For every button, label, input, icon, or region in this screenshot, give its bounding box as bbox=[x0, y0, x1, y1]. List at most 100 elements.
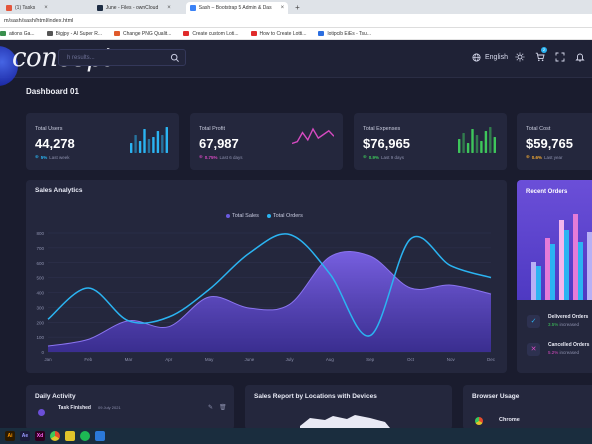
x-tick-label: July bbox=[286, 357, 295, 362]
sparkline-bar bbox=[462, 133, 465, 153]
stat-label: Total Expenses bbox=[363, 126, 401, 132]
check-icon: ✓ bbox=[527, 315, 540, 328]
sparkline-bar bbox=[471, 129, 474, 153]
bookmark-item[interactable]: lotipcib EiEs - Tsu... bbox=[318, 31, 371, 37]
order-change-percent: 5.2% bbox=[548, 350, 559, 355]
bookmark-item[interactable]: How to Create Lotti... bbox=[250, 30, 307, 37]
sparkline-bar bbox=[130, 143, 133, 153]
close-icon[interactable]: × bbox=[44, 5, 48, 11]
card-title: Daily Activity bbox=[35, 393, 76, 400]
file-explorer-icon[interactable] bbox=[65, 431, 75, 441]
app-icon[interactable] bbox=[95, 431, 105, 441]
order-stat-name: Delivered Orders bbox=[548, 314, 589, 320]
bookmark-favicon-icon bbox=[46, 31, 53, 36]
sparkline-bar bbox=[484, 131, 488, 153]
sparkline-bar bbox=[152, 137, 155, 153]
legend-item-total-sales[interactable]: Total Sales bbox=[226, 213, 259, 219]
stat-card-total-expenses: Total Expenses $76,965 ⊕ 0.9% Last 9 day… bbox=[354, 113, 507, 170]
tasks-favicon-icon bbox=[6, 5, 12, 11]
close-icon[interactable]: × bbox=[167, 5, 171, 11]
sales-report-card: Sales Report by Locations with Devices bbox=[245, 385, 452, 430]
sparkline-bar bbox=[480, 141, 483, 153]
youtube-favicon-icon bbox=[183, 31, 190, 36]
y-tick-label: 700 bbox=[36, 246, 44, 251]
users-sparkline bbox=[130, 127, 168, 153]
bookmark-item[interactable]: Change PNG Qualit... bbox=[114, 31, 171, 37]
url-text[interactable]: m/sash/sash/html/index.html bbox=[4, 17, 74, 24]
bookmark-label: lotipcib EiEs - Tsu... bbox=[327, 30, 372, 37]
stat-change: ⊕ 0.75% Last 6 days bbox=[199, 154, 243, 160]
bookmark-favicon-icon bbox=[114, 31, 120, 36]
series-area-total-sales bbox=[48, 251, 491, 352]
x-tick-label: Feb bbox=[84, 357, 92, 362]
close-icon[interactable]: × bbox=[280, 5, 285, 11]
sparkline-bar bbox=[493, 137, 496, 153]
trend-up-icon: ⊕ bbox=[199, 154, 203, 159]
y-tick-label: 200 bbox=[36, 320, 44, 325]
after-effects-icon[interactable]: Ae bbox=[20, 431, 30, 441]
bookmarks-bar: ations Ga... Bigjpy - AI Super R... Chan… bbox=[0, 28, 592, 40]
legend-label: Total Orders bbox=[272, 213, 303, 219]
stat-change-percent: 0.75% bbox=[204, 154, 218, 160]
stat-card-total-cost: Total Cost $59,765 ⊕ 0.6% Last year bbox=[517, 113, 592, 170]
y-tick-label: 0 bbox=[41, 350, 44, 355]
x-tick-label: Jan bbox=[44, 357, 52, 362]
x-tick-label: Oct bbox=[407, 357, 415, 362]
address-bar[interactable]: m/sash/sash/html/index.html bbox=[0, 14, 592, 28]
sparkline-path bbox=[292, 127, 334, 145]
sparkline-bar bbox=[165, 127, 168, 153]
stat-label: Total Users bbox=[35, 126, 63, 132]
trend-up-icon: ⊕ bbox=[35, 154, 39, 159]
stat-change: ⊕ 5% Last week bbox=[35, 154, 70, 160]
delete-icon[interactable]: 🗑 bbox=[219, 405, 227, 411]
daily-activity-card: Daily Activity Task Finished 09 July 202… bbox=[26, 385, 234, 430]
fullscreen-icon[interactable] bbox=[555, 52, 565, 62]
stat-period: Last year bbox=[544, 154, 563, 160]
spotify-icon[interactable] bbox=[80, 431, 90, 441]
stat-change: ⊕ 0.6% Last year bbox=[526, 154, 563, 160]
notification-bell-icon[interactable] bbox=[575, 52, 585, 62]
y-tick-label: 300 bbox=[36, 305, 44, 310]
language-selector[interactable]: English bbox=[472, 50, 508, 64]
y-tick-label: 600 bbox=[36, 261, 44, 266]
edit-icon[interactable]: ✎ bbox=[208, 405, 214, 411]
stat-change-percent: 0.9% bbox=[368, 154, 380, 160]
stat-value: $59,765 bbox=[526, 136, 573, 151]
bookmark-label: How to Create Lotti... bbox=[259, 30, 307, 37]
search-input[interactable]: h results... bbox=[58, 49, 186, 66]
illustrator-icon[interactable]: Ai bbox=[5, 431, 15, 441]
bookmark-item[interactable]: Bigjpy - AI Super R... bbox=[46, 31, 102, 37]
sales-analytics-chart: 0 100 200 300 400 500 600 700 800 Jan Feb Mar Apr May… bbox=[36, 231, 495, 362]
legend-item-total-orders[interactable]: Total Orders bbox=[266, 213, 303, 219]
browser-tab-owncloud[interactable]: June - Files - ownCloud × bbox=[93, 2, 175, 14]
sun-icon[interactable] bbox=[515, 52, 525, 62]
sparkline-bar bbox=[143, 129, 146, 153]
page-title: Dashboard 01 bbox=[26, 87, 79, 96]
card-title: Recent Orders bbox=[526, 189, 568, 195]
order-change-label: increased bbox=[559, 322, 580, 327]
cancel-icon: ✕ bbox=[527, 343, 540, 356]
bookmark-item[interactable]: ations Ga... bbox=[0, 31, 35, 37]
chrome-icon[interactable] bbox=[50, 431, 60, 441]
world-map-icon bbox=[300, 415, 390, 428]
task-date: 09 July 2021 bbox=[98, 405, 121, 410]
stat-label: Total Cost bbox=[526, 126, 551, 132]
series-line-total-sales bbox=[47, 250, 492, 347]
sparkline-bar bbox=[156, 131, 160, 153]
youtube-favicon-icon bbox=[250, 31, 257, 36]
cart-icon[interactable] bbox=[535, 52, 545, 62]
sparkline-bar bbox=[134, 135, 137, 153]
trend-up-icon: ⊕ bbox=[526, 154, 530, 159]
x-tick-label: May bbox=[205, 357, 214, 362]
card-title: Browser Usage bbox=[472, 393, 520, 400]
bookmark-item[interactable]: Create custom Loti... bbox=[183, 31, 239, 37]
xd-icon[interactable]: Xd bbox=[35, 431, 45, 441]
stat-value: 44,278 bbox=[35, 136, 75, 151]
browser-tab-sash[interactable]: Sash – Bootstrap 5 Admin & Das × bbox=[185, 2, 289, 14]
owncloud-favicon-icon bbox=[96, 5, 103, 11]
stat-period: Last week bbox=[49, 154, 70, 160]
browser-tab-tasks[interactable]: (1) Tasks × bbox=[2, 2, 52, 14]
search-icon[interactable] bbox=[170, 53, 180, 63]
tab-title: June - Files - ownCloud bbox=[105, 5, 159, 11]
new-tab-button[interactable]: + bbox=[295, 3, 300, 12]
